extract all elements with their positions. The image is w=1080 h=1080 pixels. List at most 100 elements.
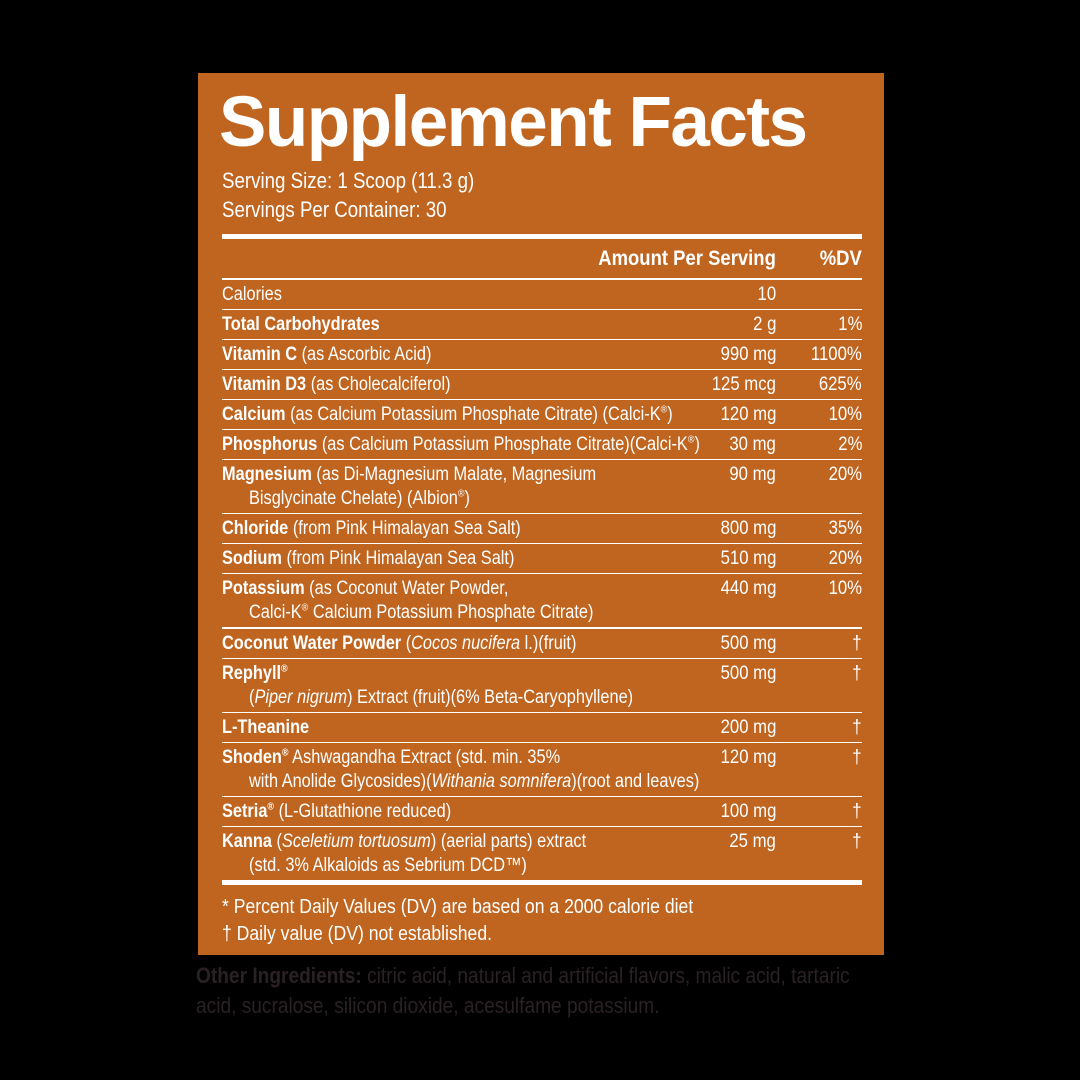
- amount-value: 125 mcg: [711, 374, 776, 396]
- row-continuation-text: Bisglycinate Chelate) (Albion®): [249, 488, 470, 510]
- nutrient-name: Vitamin C: [222, 344, 298, 366]
- dv-value: †: [852, 831, 862, 853]
- other-ingredients-text: citric acid, natural and artificial flav…: [196, 963, 850, 1018]
- row-main: Shoden® Ashwagandha Extract (std. min. 3…: [222, 746, 862, 770]
- divider-section: [222, 627, 862, 630]
- nutrient-name: Phosphorus: [222, 434, 318, 456]
- nutrient-name: Potassium: [222, 578, 305, 600]
- row-main: Kanna (Sceletium tortuosum) (aerial part…: [222, 830, 862, 854]
- nutrient-name: Shoden®: [222, 747, 289, 769]
- row-continuation-text: with Anolide Glycosides)(Withania somnif…: [249, 771, 700, 793]
- row-label-cell: Total Carbohydrates: [222, 313, 680, 337]
- amount-value: 30 mg: [729, 434, 776, 456]
- row-label-cell: Vitamin C (as Ascorbic Acid): [222, 343, 680, 367]
- amount-cell: 500 mg: [680, 662, 776, 686]
- registered-trademark-symbol: ®: [687, 435, 695, 447]
- row-main: Vitamin C (as Ascorbic Acid) 990 mg 1100%: [222, 343, 862, 367]
- botanical-name: Cocos nucifera: [411, 633, 521, 655]
- amount-value: 510 mg: [720, 548, 776, 570]
- row-main: Potassium (as Coconut Water Powder, 440 m…: [222, 577, 862, 601]
- dv-value: †: [852, 663, 862, 685]
- row-main: Sodium (from Pink Himalayan Sea Salt) 510…: [222, 547, 862, 571]
- table-row: Magnesium (as Di-Magnesium Malate, Magne…: [222, 460, 862, 513]
- table-row: Potassium (as Coconut Water Powder, 440 m…: [222, 574, 862, 627]
- amount-cell: 2 g: [680, 313, 776, 337]
- row-divider: [222, 339, 862, 341]
- row-label: Kanna (Sceletium tortuosum) (aerial part…: [222, 831, 587, 853]
- table-row: Setria® (L-Glutathione reduced) 100 mg †: [222, 797, 862, 826]
- nutrient-name: Setria®: [222, 801, 275, 823]
- dv-cell: 20%: [776, 463, 862, 487]
- supplement-facts-panel: Supplement Facts Serving Size: 1 Scoop (…: [198, 73, 884, 955]
- row-continuation-text: (std. 3% Alkaloids as Sebrium DCD™): [249, 855, 527, 877]
- dv-value: †: [852, 801, 862, 823]
- amount-value: 25 mg: [729, 831, 776, 853]
- row-divider: [222, 513, 862, 515]
- dv-cell: †: [776, 746, 862, 770]
- row-label-cell: Phosphorus (as Calcium Potassium Phospha…: [222, 433, 700, 457]
- table-row: Chloride (from Pink Himalayan Sea Salt) 8…: [222, 514, 862, 543]
- row-divider: [222, 369, 862, 371]
- dv-cell: 20%: [776, 547, 862, 571]
- amount-cell: 125 mcg: [680, 373, 776, 397]
- amount-value: 440 mg: [720, 578, 776, 600]
- registered-trademark-symbol: ®: [301, 603, 309, 615]
- dv-cell: 35%: [776, 517, 862, 541]
- amount-cell: 990 mg: [680, 343, 776, 367]
- dv-value: 10%: [828, 404, 862, 426]
- row-main: L-Theanine 200 mg †: [222, 716, 862, 740]
- dv-value: 1%: [837, 314, 862, 336]
- amount-cell: 510 mg: [680, 547, 776, 571]
- row-continuation: Calci-K® Calcium Potassium Phosphate Cit…: [222, 601, 862, 625]
- dv-value: 10%: [828, 578, 862, 600]
- dv-cell: 625%: [776, 373, 862, 397]
- amount-value: 500 mg: [720, 633, 776, 655]
- dv-value: †: [852, 747, 862, 769]
- amount-cell: 10: [680, 283, 776, 307]
- amount-value: 120 mg: [720, 747, 776, 769]
- table-row: Vitamin C (as Ascorbic Acid) 990 mg 1100%: [222, 340, 862, 369]
- row-label: Potassium (as Coconut Water Powder,: [222, 578, 509, 600]
- dv-cell: 10%: [776, 403, 862, 427]
- amount-value: 90 mg: [729, 464, 776, 486]
- amount-cell: 200 mg: [680, 716, 776, 740]
- footnote-dagger: † Daily value (DV) not established.: [222, 923, 493, 946]
- row-label: Chloride (from Pink Himalayan Sea Salt): [222, 518, 521, 540]
- row-divider: [222, 543, 862, 545]
- nutrient-name: Kanna: [222, 831, 272, 853]
- row-label: Calcium (as Calcium Potassium Phosphate …: [222, 404, 673, 426]
- nutrient-name: Rephyll®: [222, 663, 288, 685]
- row-divider: [222, 742, 862, 744]
- row-divider: [222, 429, 862, 431]
- divider-header: [222, 278, 862, 281]
- divider-thick-top: [222, 234, 862, 240]
- dv-cell: †: [776, 830, 862, 854]
- row-label: Vitamin C (as Ascorbic Acid): [222, 344, 432, 366]
- dv-value: 20%: [828, 464, 862, 486]
- row-label-cell: Rephyll®: [222, 662, 680, 686]
- amount-value: 200 mg: [720, 717, 776, 739]
- amount-cell: 800 mg: [680, 517, 776, 541]
- header-amount-label: Amount Per Serving: [598, 247, 776, 271]
- row-main: Phosphorus (as Calcium Potassium Phospha…: [222, 433, 862, 457]
- row-divider: [222, 573, 862, 575]
- row-divider: [222, 796, 862, 798]
- row-label-cell: L-Theanine: [222, 716, 680, 740]
- row-main: Rephyll® 500 mg †: [222, 662, 862, 686]
- table-row: Kanna (Sceletium tortuosum) (aerial part…: [222, 827, 862, 880]
- header-dv-label: %DV: [819, 247, 862, 271]
- nutrient-name: Coconut Water Powder: [222, 633, 402, 655]
- registered-trademark-symbol: ®: [281, 748, 289, 760]
- row-main: Coconut Water Powder (Cocos nucifera l.)…: [222, 632, 862, 656]
- dv-value: 2%: [837, 434, 862, 456]
- dv-value: 20%: [828, 548, 862, 570]
- servings-per-container: Servings Per Container: 30: [222, 197, 447, 223]
- table-row: L-Theanine 200 mg †: [222, 713, 862, 742]
- table-row: Calcium (as Calcium Potassium Phosphate …: [222, 400, 862, 429]
- botanical-name: Piper nigrum: [254, 687, 348, 709]
- header-amount-cell: Amount Per Serving: [222, 247, 776, 271]
- botanical-name: Sceletium tortuosum: [281, 831, 431, 853]
- dv-value: 35%: [828, 518, 862, 540]
- amount-cell: 25 mg: [680, 830, 776, 854]
- row-divider: [222, 459, 862, 461]
